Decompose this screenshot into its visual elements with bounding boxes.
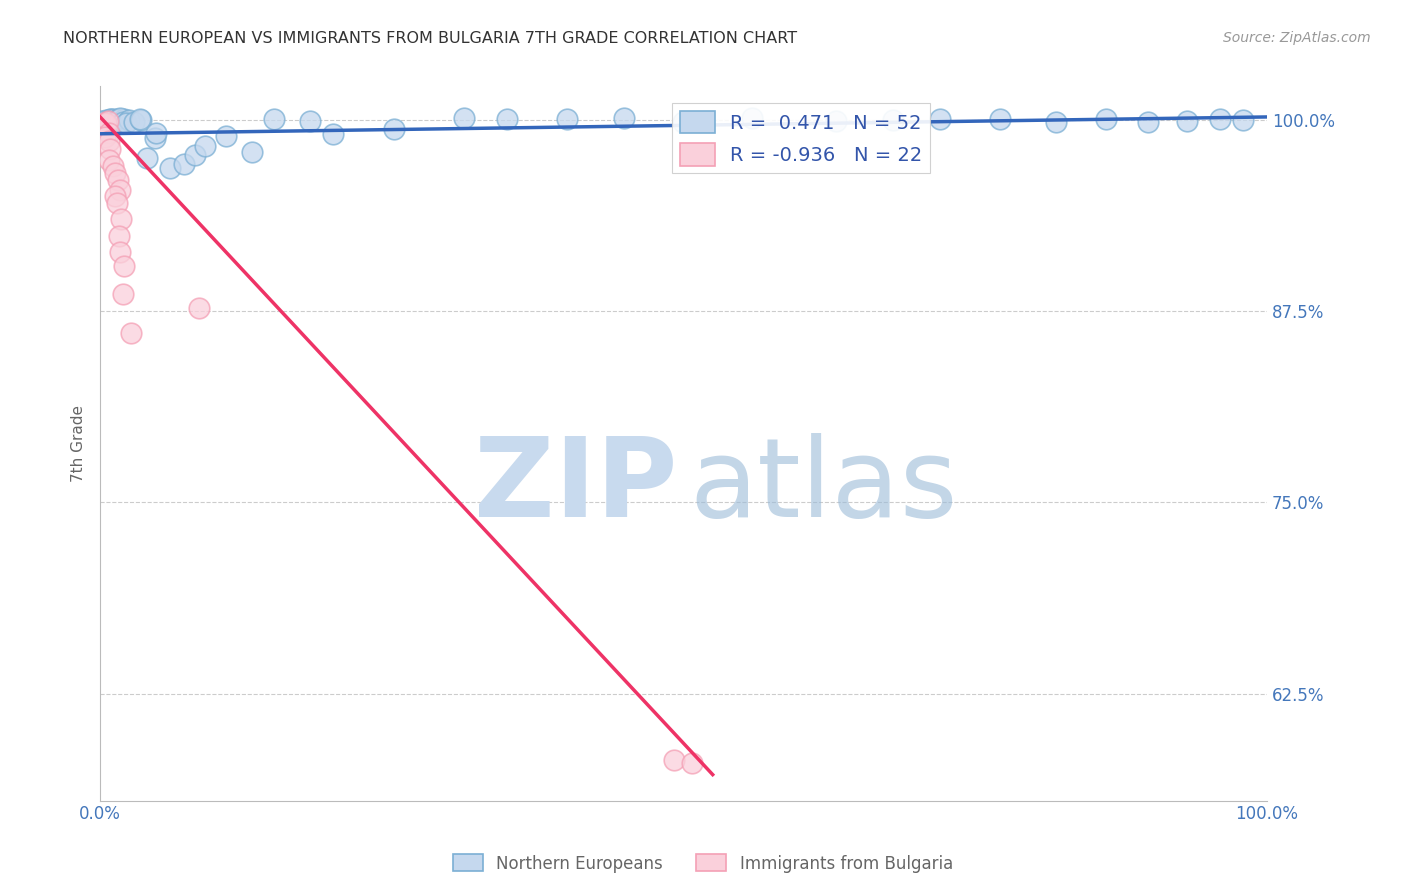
Point [103,159,125,173]
Point [107,172,129,186]
Point [105,195,128,210]
Point [93,116,115,130]
Point [104,188,127,202]
Point [664,753,686,767]
Text: NORTHERN EUROPEAN VS IMMIGRANTS FROM BULGARIA 7TH GRADE CORRELATION CHART: NORTHERN EUROPEAN VS IMMIGRANTS FROM BUL… [63,31,797,46]
Point [107,112,129,127]
Point [110,245,132,260]
Legend: R =  0.471   N = 52, R = -0.936   N = 22: R = 0.471 N = 52, R = -0.936 N = 22 [672,103,931,173]
Point [263,112,285,126]
Point [988,112,1011,126]
Point [96,114,118,128]
Point [929,112,952,126]
Point [1232,113,1254,128]
Point [97,114,120,128]
Point [94,129,117,144]
Point [215,128,238,143]
Point [382,122,405,136]
Point [741,112,763,126]
Point [110,112,132,126]
Point [105,117,128,131]
Point [453,112,475,126]
Point [110,212,132,227]
Point [129,112,152,126]
Point [103,112,125,127]
Point [98,112,121,126]
Point [159,161,181,176]
Y-axis label: 7th Grade: 7th Grade [72,405,86,482]
Point [194,139,217,153]
Point [882,113,904,128]
Point [100,115,122,129]
Point [115,116,138,130]
Text: Source: ZipAtlas.com: Source: ZipAtlas.com [1223,31,1371,45]
Point [120,326,142,341]
Point [100,142,122,156]
Point [105,112,128,127]
Point [136,151,159,165]
Point [94,113,117,128]
Point [112,287,135,301]
Point [672,115,695,129]
Point [183,148,205,162]
Point [681,756,703,770]
Legend: Northern Europeans, Immigrants from Bulgaria: Northern Europeans, Immigrants from Bulg… [446,847,960,880]
Point [107,115,129,129]
Point [112,114,135,128]
Point [1095,112,1118,127]
Point [240,145,263,160]
Point [97,153,120,167]
Point [97,134,120,148]
Point [90,114,112,128]
Point [1136,115,1159,129]
Point [104,165,127,179]
Point [118,112,141,127]
Point [112,112,135,127]
Point [557,112,579,126]
Point [112,260,135,274]
Point [100,116,122,130]
Point [145,126,167,140]
Point [1045,114,1067,128]
Point [298,114,321,128]
Text: atlas: atlas [689,433,957,540]
Point [145,131,167,145]
Point [100,112,122,127]
Point [108,183,131,197]
Point [107,229,129,244]
Point [1175,113,1198,128]
Point [173,157,195,171]
Point [188,301,211,315]
Text: ZIP: ZIP [474,433,678,540]
Point [613,111,636,125]
Point [97,113,120,128]
Point [322,127,344,141]
Point [1208,112,1230,126]
Point [129,113,152,128]
Point [97,126,120,140]
Point [825,114,848,128]
Point [104,116,127,130]
Point [496,112,519,127]
Point [122,115,145,129]
Point [97,117,120,131]
Point [96,116,118,130]
